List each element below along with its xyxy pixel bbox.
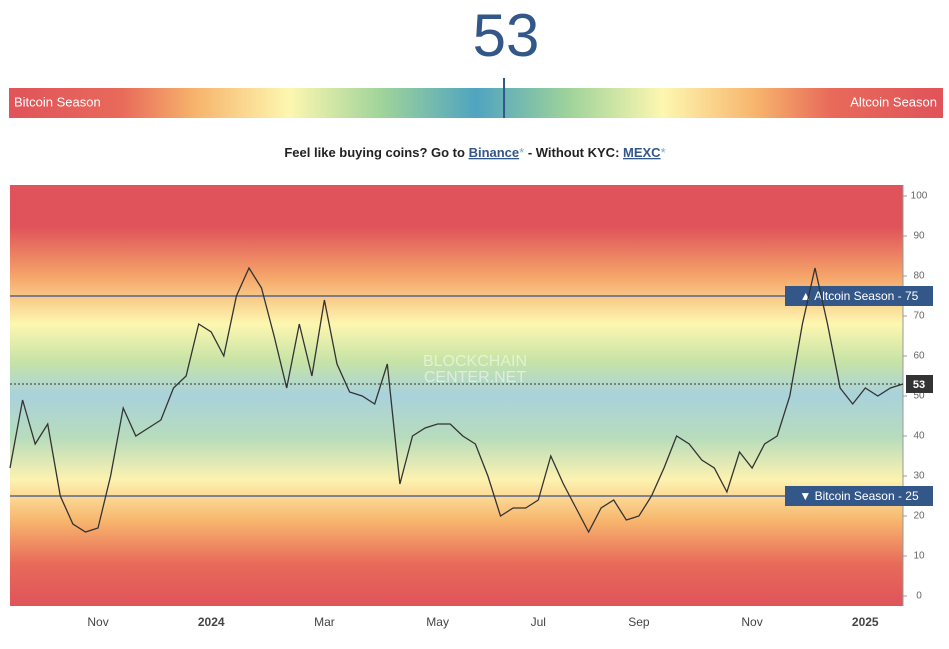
y-tick-label: 70 (913, 311, 925, 322)
promo-text: - Without KYC: (524, 145, 623, 160)
y-tick-label: 60 (913, 351, 925, 362)
y-tick-label: 100 (911, 191, 928, 202)
x-tick-label: May (426, 615, 449, 629)
promo-text: Feel like buying coins? Go to (284, 145, 468, 160)
y-tick-label: 90 (913, 231, 925, 242)
y-tick-label: 30 (913, 471, 925, 482)
y-tick-label: 20 (913, 511, 925, 522)
threshold-label-box (785, 486, 933, 506)
x-tick-label: Mar (314, 615, 335, 629)
bar-right-label: Altcoin Season (850, 94, 937, 109)
x-tick-label: 2024 (198, 615, 225, 629)
series-line (9, 266, 904, 534)
y-tick-label: 80 (913, 271, 925, 282)
promo: Feel like buying coins? Go to Binance* -… (284, 145, 665, 160)
mexc-link[interactable]: MEXC (623, 145, 661, 160)
star: * (519, 145, 524, 160)
current-value: 53 (473, 2, 540, 69)
y-tick-label: 10 (913, 551, 925, 562)
binance-link[interactable]: Binance (469, 145, 520, 160)
season-bar (9, 88, 943, 118)
y-tick-label: 50 (913, 391, 925, 402)
watermark: CENTER.NET (424, 369, 526, 386)
current-label: 53 (913, 379, 925, 391)
plot-background (10, 185, 903, 606)
current-label-box (906, 375, 933, 393)
x-tick-label: Nov (741, 615, 762, 629)
threshold-label: ▲ Altcoin Season - 75 (800, 289, 919, 303)
star: * (661, 145, 666, 160)
x-tick-label: Sep (628, 615, 650, 629)
y-tick-label: 40 (913, 431, 925, 442)
watermark: BLOCKCHAIN (423, 353, 527, 370)
y-tick-label: 0 (916, 591, 922, 602)
bar-left-label: Bitcoin Season (14, 94, 101, 109)
x-tick-label: Nov (87, 615, 108, 629)
threshold-label: ▼ Bitcoin Season - 25 (799, 489, 919, 503)
x-tick-label: Jul (531, 615, 546, 629)
x-tick-label: 2025 (852, 615, 879, 629)
